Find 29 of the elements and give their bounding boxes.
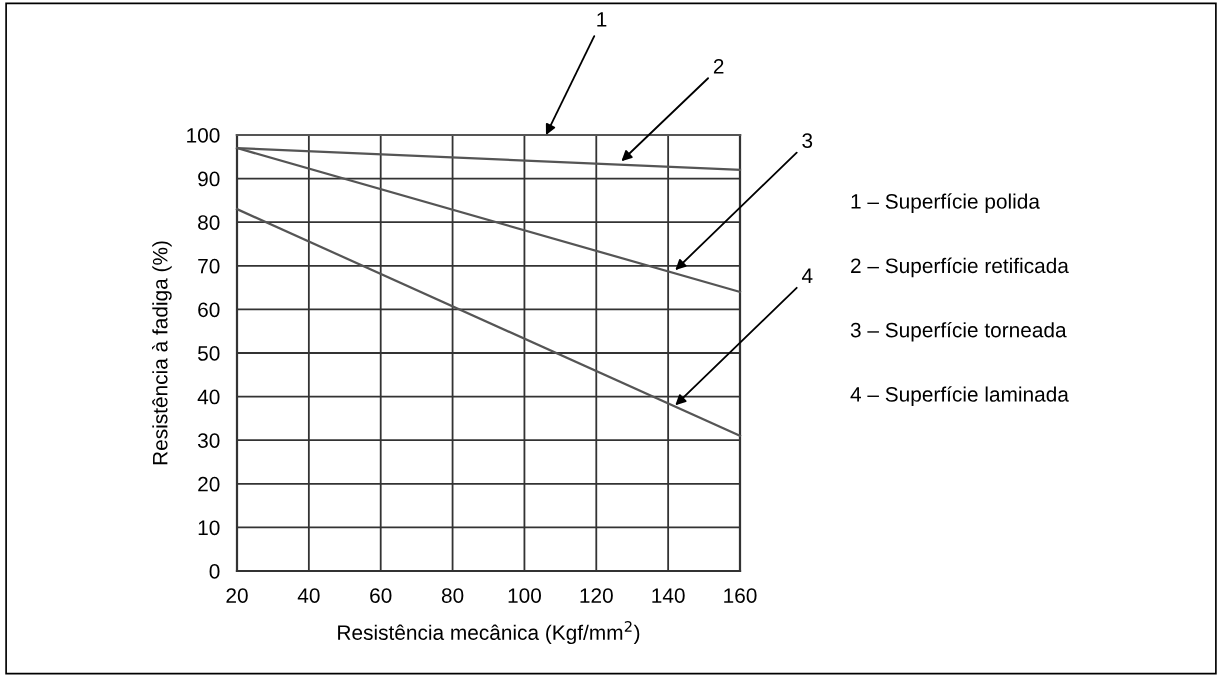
y-tick-label: 90: [198, 171, 220, 187]
x-tick-label: 20: [226, 588, 248, 603]
x-tick-label: 140: [652, 588, 685, 603]
y-axis-title: Resistência à fadiga (%): [152, 241, 172, 465]
y-tick-label: 70: [198, 258, 220, 274]
y-tick-label: 100: [187, 128, 220, 143]
y-tick-label: 80: [198, 215, 220, 230]
x-tick-label: 40: [297, 588, 320, 603]
y-tick-label: 0: [209, 564, 220, 579]
y-tick-label: 50: [198, 346, 220, 361]
text: 3 – Superfície torneada: [850, 321, 1067, 342]
annotation: 3: [802, 133, 813, 148]
y-tick-label: 10: [198, 520, 220, 536]
x-tick-label: 100: [508, 588, 541, 603]
x-tick-label: 60: [370, 588, 392, 603]
y-tick-label: 40: [197, 389, 220, 405]
text: 2 – Superfície retificada: [851, 257, 1069, 278]
annotation: 4: [801, 268, 813, 283]
annotation: 2: [713, 58, 724, 74]
y-tick-label: 20: [198, 476, 220, 492]
x-tick-label: 120: [580, 588, 613, 603]
x-tick-label: 80: [441, 588, 464, 603]
y-tick-label: 60: [198, 302, 220, 318]
text: 1 – Superfície polida: [851, 193, 1040, 213]
text: 4 – Superfície laminada: [850, 386, 1069, 406]
x-axis-title: Resistência mecânica (Kgf/mm$^{2}$): [338, 620, 640, 645]
x-tick-label: 160: [724, 588, 757, 603]
y-tick-label: 30: [197, 433, 220, 448]
annotation: 1: [597, 12, 607, 27]
